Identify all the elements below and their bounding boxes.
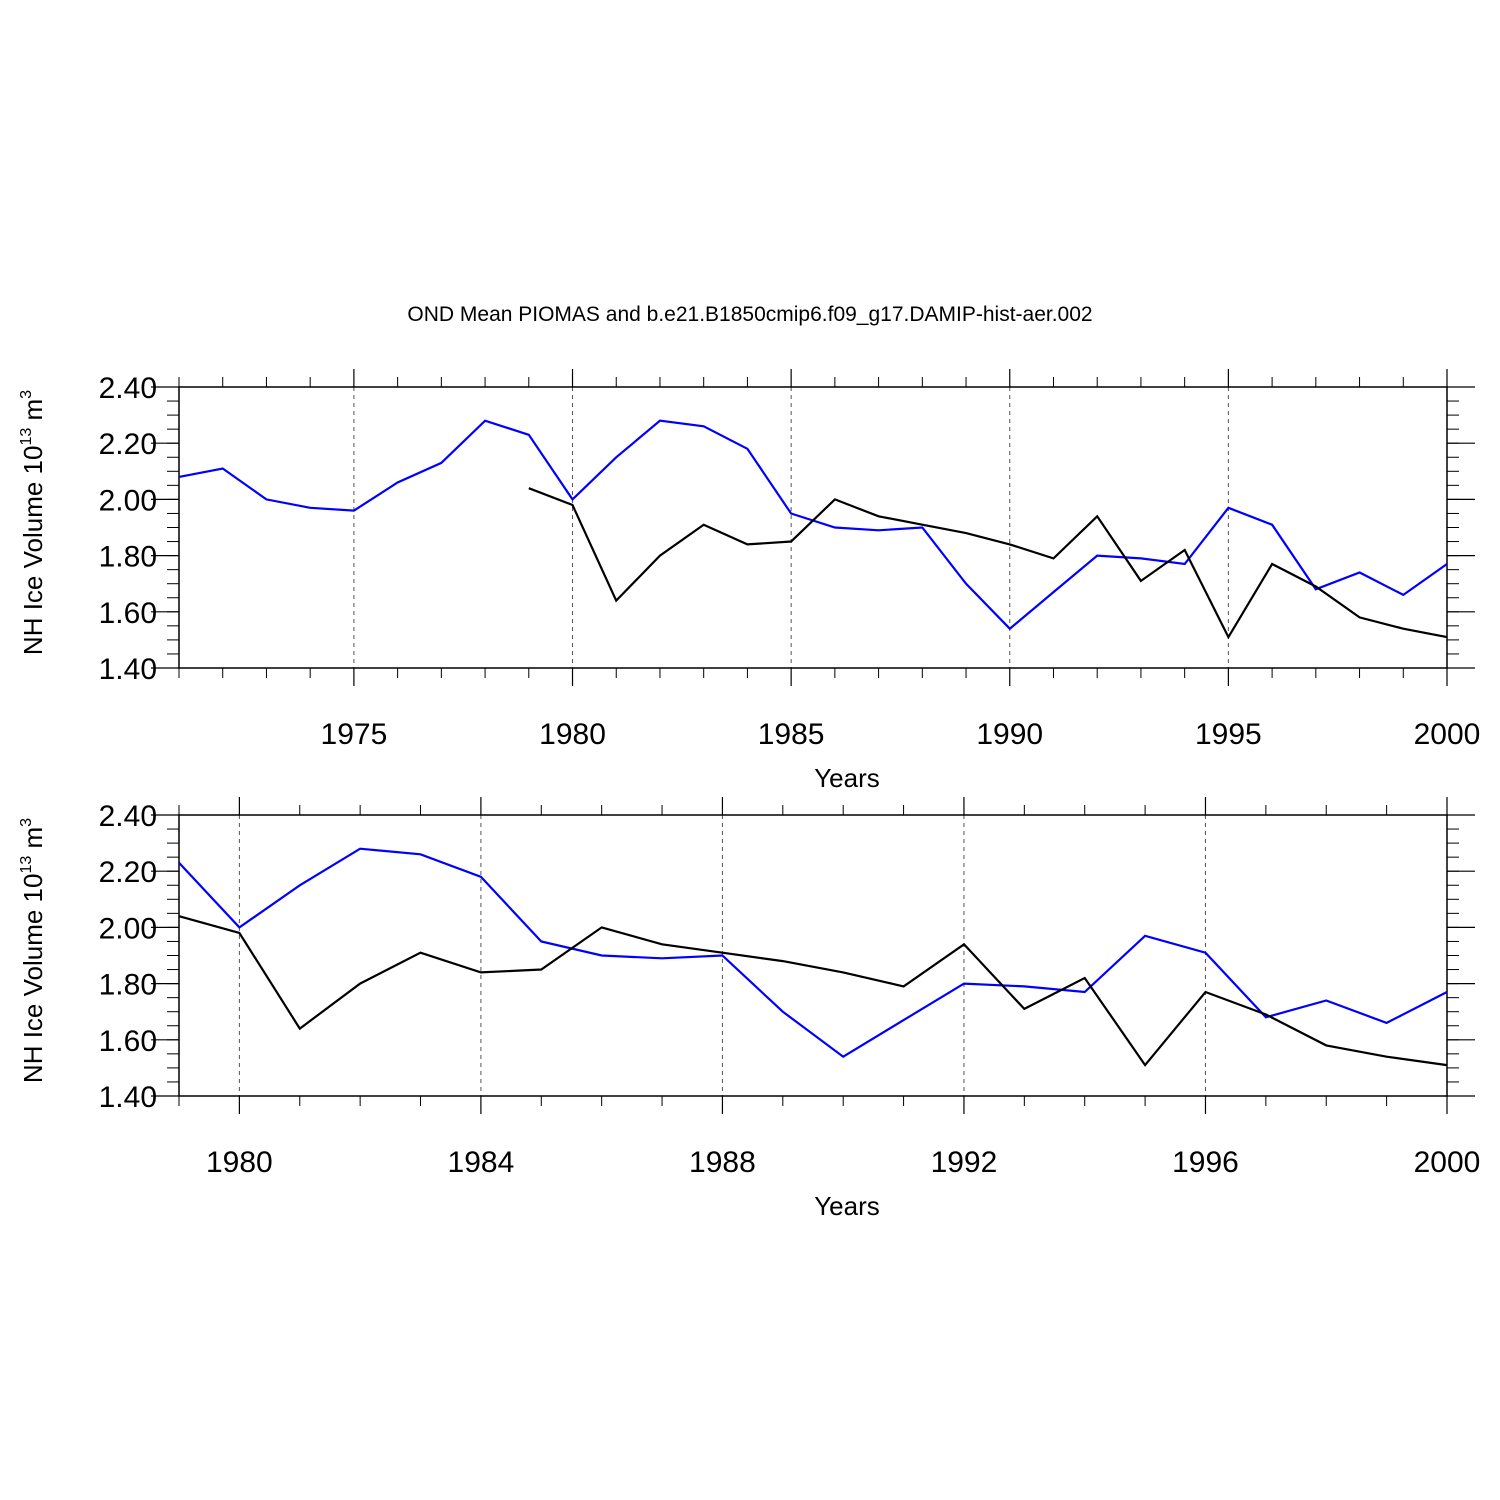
y-axis-title: NH Ice Volume 1013 m3 — [18, 390, 48, 655]
y-tick-label: 1.60 — [99, 597, 157, 630]
series-line-0 — [178, 847, 1448, 1059]
x-tick-label: 1980 — [539, 718, 606, 751]
y-axis-title: NH Ice Volume 1013 m3 — [18, 818, 48, 1083]
y-tick-label: 2.20 — [99, 428, 157, 461]
bottom-panel: 1980 1984 1988 1992 1996 2000 1.40 1.60 1.80 2.00… — [18, 797, 1480, 1221]
series-line-1 — [528, 487, 1448, 640]
x-tick-label: 1992 — [931, 1146, 998, 1179]
plot-frame — [178, 814, 1448, 1097]
y-tick-label: 1.40 — [99, 653, 157, 686]
y-tick-label: 2.00 — [99, 484, 157, 517]
x-axis-title: Years — [814, 1191, 880, 1221]
chart-title: OND Mean PIOMAS and b.e21.B1850cmip6.f09… — [407, 303, 1092, 326]
y-tick-label: 2.40 — [99, 372, 157, 405]
plot-frame — [178, 386, 1448, 669]
x-axis-title: Years — [814, 763, 880, 793]
x-tick-label: 1996 — [1172, 1146, 1239, 1179]
x-tick-label: 2000 — [1414, 1146, 1481, 1179]
series-line-1 — [178, 915, 1448, 1067]
y-tick-label: 2.40 — [99, 800, 157, 833]
y-tick-label: 1.80 — [99, 541, 157, 574]
y-tick-label: 1.60 — [99, 1025, 157, 1058]
y-tick-label: 2.00 — [99, 912, 157, 945]
x-tick-label: 1990 — [976, 718, 1043, 751]
x-tick-label: 1985 — [758, 718, 825, 751]
x-tick-label: 1988 — [689, 1146, 756, 1179]
x-tick-label: 1980 — [206, 1146, 273, 1179]
x-tick-label: 1984 — [448, 1146, 515, 1179]
x-tick-label: 2000 — [1414, 718, 1481, 751]
y-tick-label: 2.20 — [99, 856, 157, 889]
x-tick-label: 1975 — [321, 718, 388, 751]
x-tick-label: 1995 — [1195, 718, 1262, 751]
y-tick-label: 1.80 — [99, 969, 157, 1002]
top-panel: 1975 1980 1985 1990 1995 2000 1.40 1.60 1.80 2.00… — [18, 369, 1480, 793]
y-tick-label: 1.40 — [99, 1081, 157, 1114]
